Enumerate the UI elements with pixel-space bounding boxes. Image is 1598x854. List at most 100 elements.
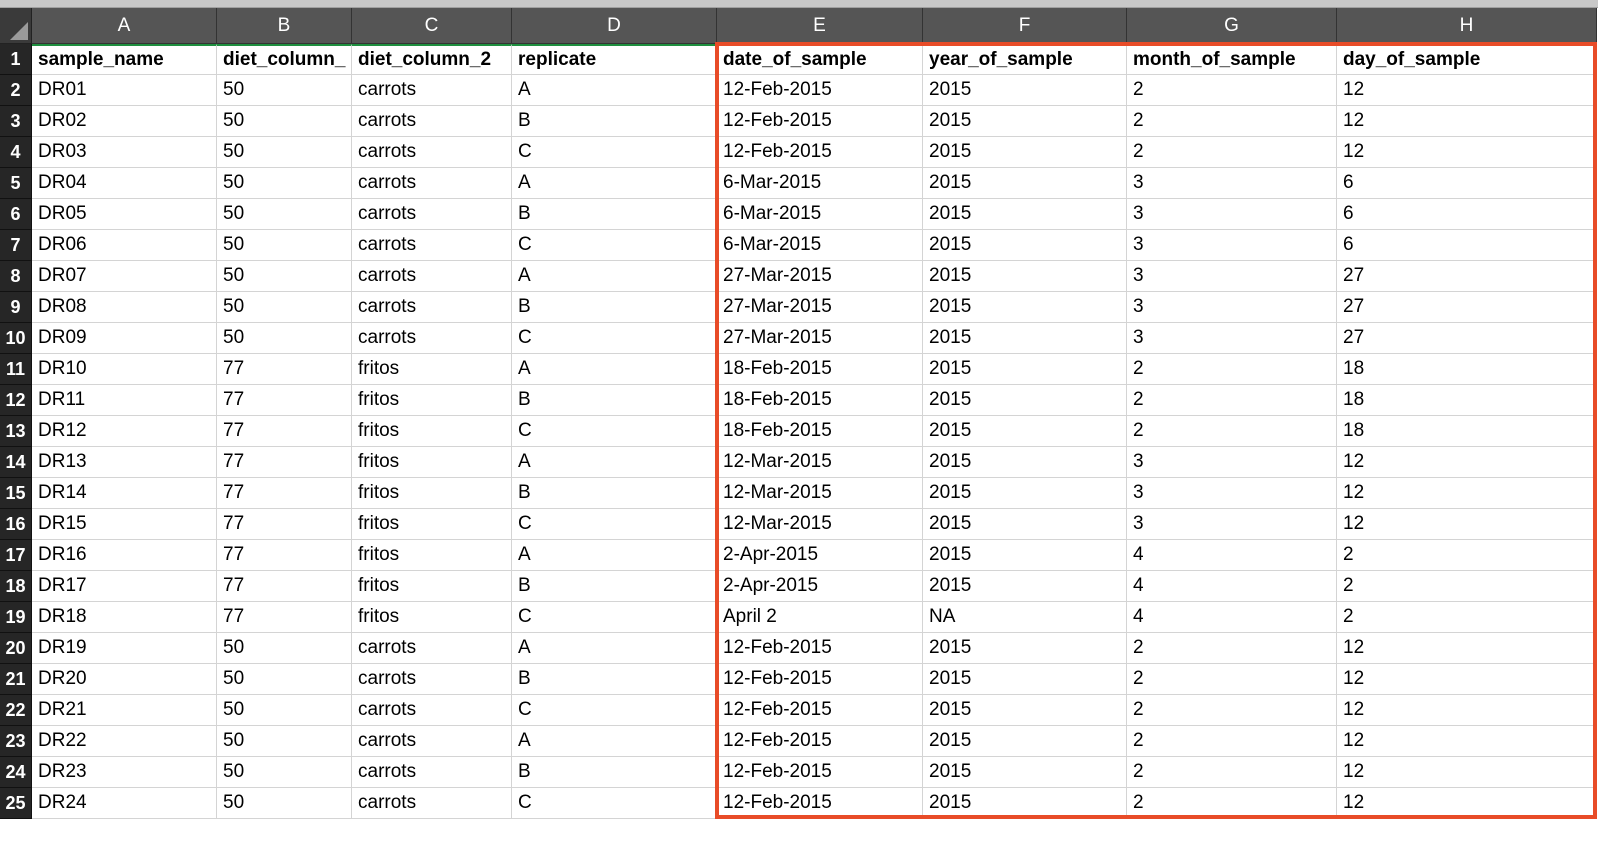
cell-F12[interactable]: 2015 xyxy=(923,385,1127,416)
cell-D15[interactable]: B xyxy=(512,478,717,509)
cell-G3[interactable]: 2 xyxy=(1127,106,1337,137)
cell-F16[interactable]: 2015 xyxy=(923,509,1127,540)
row-header-2[interactable]: 2 xyxy=(0,75,32,106)
cell-D10[interactable]: C xyxy=(512,323,717,354)
cell-A4[interactable]: DR03 xyxy=(32,137,217,168)
cell-A19[interactable]: DR18 xyxy=(32,602,217,633)
cell-F2[interactable]: 2015 xyxy=(923,75,1127,106)
cell-H16[interactable]: 12 xyxy=(1337,509,1597,540)
cell-C19[interactable]: fritos xyxy=(352,602,512,633)
cell-B7[interactable]: 50 xyxy=(217,230,352,261)
cell-A8[interactable]: DR07 xyxy=(32,261,217,292)
cell-D5[interactable]: A xyxy=(512,168,717,199)
cell-D18[interactable]: B xyxy=(512,571,717,602)
row-header-16[interactable]: 16 xyxy=(0,509,32,540)
cell-D8[interactable]: A xyxy=(512,261,717,292)
row-header-21[interactable]: 21 xyxy=(0,664,32,695)
cell-C1[interactable]: diet_column_2 xyxy=(352,44,512,75)
cell-B22[interactable]: 50 xyxy=(217,695,352,726)
cell-F17[interactable]: 2015 xyxy=(923,540,1127,571)
cell-A9[interactable]: DR08 xyxy=(32,292,217,323)
cell-G18[interactable]: 4 xyxy=(1127,571,1337,602)
cell-E11[interactable]: 18-Feb-2015 xyxy=(717,354,923,385)
cell-B4[interactable]: 50 xyxy=(217,137,352,168)
column-header-D[interactable]: D xyxy=(512,8,717,44)
cell-E6[interactable]: 6-Mar-2015 xyxy=(717,199,923,230)
cell-F15[interactable]: 2015 xyxy=(923,478,1127,509)
row-header-13[interactable]: 13 xyxy=(0,416,32,447)
cell-F25[interactable]: 2015 xyxy=(923,788,1127,819)
cell-E24[interactable]: 12-Feb-2015 xyxy=(717,757,923,788)
cell-E8[interactable]: 27-Mar-2015 xyxy=(717,261,923,292)
cell-H3[interactable]: 12 xyxy=(1337,106,1597,137)
cell-F3[interactable]: 2015 xyxy=(923,106,1127,137)
cell-D3[interactable]: B xyxy=(512,106,717,137)
cell-F14[interactable]: 2015 xyxy=(923,447,1127,478)
cell-D9[interactable]: B xyxy=(512,292,717,323)
cell-B25[interactable]: 50 xyxy=(217,788,352,819)
cell-E15[interactable]: 12-Mar-2015 xyxy=(717,478,923,509)
cell-C24[interactable]: carrots xyxy=(352,757,512,788)
row-header-18[interactable]: 18 xyxy=(0,571,32,602)
row-header-10[interactable]: 10 xyxy=(0,323,32,354)
row-header-11[interactable]: 11 xyxy=(0,354,32,385)
cell-H19[interactable]: 2 xyxy=(1337,602,1597,633)
cell-G21[interactable]: 2 xyxy=(1127,664,1337,695)
row-header-23[interactable]: 23 xyxy=(0,726,32,757)
cell-C11[interactable]: fritos xyxy=(352,354,512,385)
cell-E2[interactable]: 12-Feb-2015 xyxy=(717,75,923,106)
cell-C14[interactable]: fritos xyxy=(352,447,512,478)
cell-B16[interactable]: 77 xyxy=(217,509,352,540)
column-header-E[interactable]: E xyxy=(717,8,923,44)
cell-A3[interactable]: DR02 xyxy=(32,106,217,137)
cell-D19[interactable]: C xyxy=(512,602,717,633)
cell-F6[interactable]: 2015 xyxy=(923,199,1127,230)
cell-B17[interactable]: 77 xyxy=(217,540,352,571)
cell-D21[interactable]: B xyxy=(512,664,717,695)
row-header-4[interactable]: 4 xyxy=(0,137,32,168)
cell-H14[interactable]: 12 xyxy=(1337,447,1597,478)
cell-H15[interactable]: 12 xyxy=(1337,478,1597,509)
row-header-22[interactable]: 22 xyxy=(0,695,32,726)
cell-F18[interactable]: 2015 xyxy=(923,571,1127,602)
cell-F9[interactable]: 2015 xyxy=(923,292,1127,323)
cell-H13[interactable]: 18 xyxy=(1337,416,1597,447)
row-header-9[interactable]: 9 xyxy=(0,292,32,323)
cell-H6[interactable]: 6 xyxy=(1337,199,1597,230)
cell-C22[interactable]: carrots xyxy=(352,695,512,726)
cell-B6[interactable]: 50 xyxy=(217,199,352,230)
cell-D22[interactable]: C xyxy=(512,695,717,726)
cell-B12[interactable]: 77 xyxy=(217,385,352,416)
cell-C4[interactable]: carrots xyxy=(352,137,512,168)
cell-G6[interactable]: 3 xyxy=(1127,199,1337,230)
cell-G7[interactable]: 3 xyxy=(1127,230,1337,261)
cell-G23[interactable]: 2 xyxy=(1127,726,1337,757)
cell-E10[interactable]: 27-Mar-2015 xyxy=(717,323,923,354)
cell-E20[interactable]: 12-Feb-2015 xyxy=(717,633,923,664)
cell-F7[interactable]: 2015 xyxy=(923,230,1127,261)
cell-C21[interactable]: carrots xyxy=(352,664,512,695)
cell-H12[interactable]: 18 xyxy=(1337,385,1597,416)
cell-B20[interactable]: 50 xyxy=(217,633,352,664)
cell-B13[interactable]: 77 xyxy=(217,416,352,447)
cell-G19[interactable]: 4 xyxy=(1127,602,1337,633)
cell-B1[interactable]: diet_column_ xyxy=(217,44,352,75)
cell-G9[interactable]: 3 xyxy=(1127,292,1337,323)
cell-G4[interactable]: 2 xyxy=(1127,137,1337,168)
cell-C23[interactable]: carrots xyxy=(352,726,512,757)
cell-C10[interactable]: carrots xyxy=(352,323,512,354)
column-header-G[interactable]: G xyxy=(1127,8,1337,44)
cell-G25[interactable]: 2 xyxy=(1127,788,1337,819)
cell-F5[interactable]: 2015 xyxy=(923,168,1127,199)
cell-D25[interactable]: C xyxy=(512,788,717,819)
cell-H21[interactable]: 12 xyxy=(1337,664,1597,695)
cell-A11[interactable]: DR10 xyxy=(32,354,217,385)
cell-C5[interactable]: carrots xyxy=(352,168,512,199)
cell-A21[interactable]: DR20 xyxy=(32,664,217,695)
cell-A20[interactable]: DR19 xyxy=(32,633,217,664)
select-all-corner[interactable] xyxy=(0,8,32,44)
cell-B14[interactable]: 77 xyxy=(217,447,352,478)
cell-H11[interactable]: 18 xyxy=(1337,354,1597,385)
cell-A24[interactable]: DR23 xyxy=(32,757,217,788)
cell-A22[interactable]: DR21 xyxy=(32,695,217,726)
